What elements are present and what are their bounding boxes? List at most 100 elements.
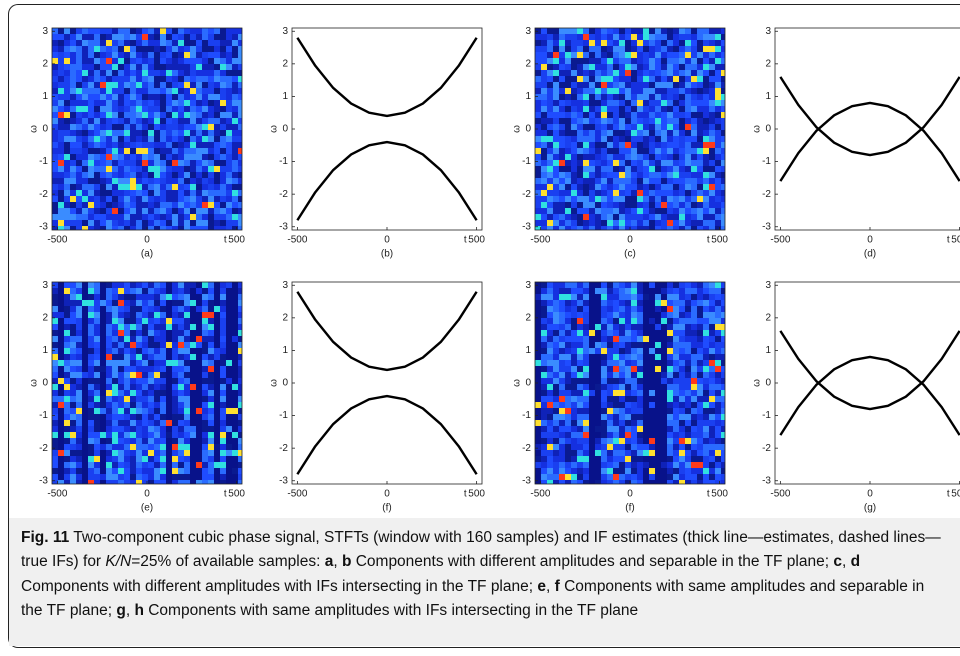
spectrogram-cell — [595, 456, 601, 462]
spectrogram-cell — [70, 160, 76, 166]
spectrogram-cell — [715, 124, 721, 130]
spectrogram-cell — [118, 148, 124, 154]
spectrogram-cell — [226, 336, 232, 342]
spectrogram-cell — [226, 372, 232, 378]
spectrogram-cell — [196, 360, 202, 366]
spectrogram-cell — [643, 40, 649, 46]
spectrogram-cell — [601, 402, 607, 408]
spectrogram-cell — [160, 330, 166, 336]
spectrogram-cell — [643, 462, 649, 468]
spectrogram-cell — [643, 226, 649, 230]
spectrogram-cell — [577, 396, 583, 402]
spectrogram-cell — [583, 76, 589, 82]
spectrogram-cell — [100, 324, 106, 330]
spectrogram-cell — [601, 348, 607, 354]
spectrogram-cell — [88, 366, 94, 372]
spectrogram-cell — [82, 354, 88, 360]
spectrogram-cell — [703, 330, 709, 336]
spectrogram-cell — [655, 300, 661, 306]
spectrogram-cell — [214, 124, 220, 130]
spectrogram-cell — [196, 70, 202, 76]
spectrogram-cell — [667, 438, 673, 444]
spectrogram-cell — [601, 70, 607, 76]
spectrogram-cell — [619, 70, 625, 76]
spectrogram-cell — [184, 196, 190, 202]
spectrogram-cell — [52, 474, 58, 480]
spectrogram-cell — [637, 294, 643, 300]
spectrogram-cell — [535, 52, 541, 58]
spectrogram-cell — [541, 480, 547, 484]
spectrogram-cell — [619, 202, 625, 208]
spectrogram-cell — [190, 196, 196, 202]
spectrogram-cell — [208, 348, 214, 354]
spectrogram-cell — [214, 414, 220, 420]
spectrogram-cell — [709, 130, 715, 136]
spectrogram-cell — [82, 88, 88, 94]
spectrogram-cell — [721, 172, 725, 178]
spectrogram-cell — [172, 402, 178, 408]
spectrogram-cell — [190, 166, 196, 172]
spectrogram-cell — [154, 28, 160, 34]
spectrogram-cell — [547, 40, 553, 46]
y-tick-label: 0 — [765, 378, 771, 389]
spectrogram-cell — [697, 88, 703, 94]
spectrogram-cell — [547, 366, 553, 372]
spectrogram-cell — [226, 300, 232, 306]
spectrogram-cell — [118, 420, 124, 426]
spectrogram-cell — [679, 384, 685, 390]
spectrogram-cell — [130, 372, 136, 378]
spectrogram-cell — [667, 226, 673, 230]
spectrogram-cell — [577, 336, 583, 342]
spectrogram-cell — [667, 408, 673, 414]
y-tick-label: 0 — [525, 124, 531, 135]
spectrogram-cell — [214, 166, 220, 172]
spectrogram-cell — [70, 226, 76, 230]
spectrogram-cell — [226, 214, 232, 220]
spectrogram-cell — [52, 130, 58, 136]
spectrogram-cell — [589, 456, 595, 462]
spectrogram-cell — [655, 142, 661, 148]
spectrogram-cell — [661, 372, 667, 378]
spectrogram-cell — [106, 82, 112, 88]
spectrogram-cell — [553, 112, 559, 118]
spectrogram-cell — [697, 196, 703, 202]
spectrogram-cell — [112, 46, 118, 52]
spectrogram-cell — [583, 438, 589, 444]
spectrogram-cell — [64, 372, 70, 378]
spectrogram-cell — [649, 166, 655, 172]
spectrogram-cell — [208, 166, 214, 172]
spectrogram-cell — [238, 124, 242, 130]
spectrogram-cell — [148, 438, 154, 444]
spectrogram-cell — [607, 312, 613, 318]
spectrogram-cell — [58, 402, 64, 408]
spectrogram-cell — [208, 318, 214, 324]
spectrogram-cell — [196, 196, 202, 202]
spectrogram-cell — [649, 76, 655, 82]
spectrogram-cell — [541, 52, 547, 58]
spectrogram-cell — [631, 324, 637, 330]
spectrogram-cell — [541, 88, 547, 94]
spectrogram-cell — [214, 444, 220, 450]
spectrogram-cell — [136, 220, 142, 226]
spectrogram-cell — [88, 160, 94, 166]
spectrogram-cell — [601, 420, 607, 426]
spectrogram-cell — [214, 438, 220, 444]
spectrogram-cell — [697, 220, 703, 226]
spectrogram-cell — [172, 70, 178, 76]
y-tick-label: 3 — [282, 26, 288, 37]
spectrogram-cell — [715, 282, 721, 288]
spectrogram-cell — [226, 226, 232, 230]
spectrogram-cell — [136, 190, 142, 196]
spectrogram-cell — [631, 226, 637, 230]
spectrogram-cell — [88, 142, 94, 148]
spectrogram-cell — [100, 106, 106, 112]
spectrogram-cell — [208, 160, 214, 166]
spectrogram-cell — [202, 166, 208, 172]
spectrogram-cell — [70, 282, 76, 288]
spectrogram-cell — [220, 70, 226, 76]
spectrogram-cell — [142, 294, 148, 300]
spectrogram-cell — [184, 64, 190, 70]
spectrogram-cell — [607, 34, 613, 40]
spectrogram-cell — [76, 426, 82, 432]
spectrogram-cell — [202, 324, 208, 330]
